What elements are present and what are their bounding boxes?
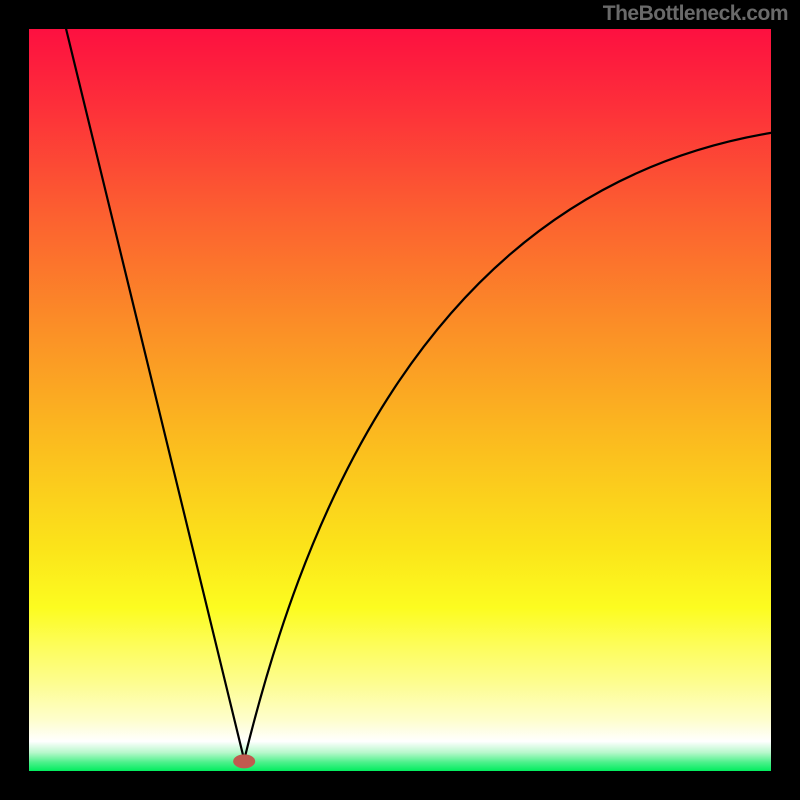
gradient-background — [29, 29, 771, 771]
chart-frame: TheBottleneck.com — [0, 0, 800, 800]
watermark-text: TheBottleneck.com — [603, 2, 788, 26]
minimum-marker — [233, 754, 255, 768]
bottleneck-chart — [29, 29, 771, 771]
